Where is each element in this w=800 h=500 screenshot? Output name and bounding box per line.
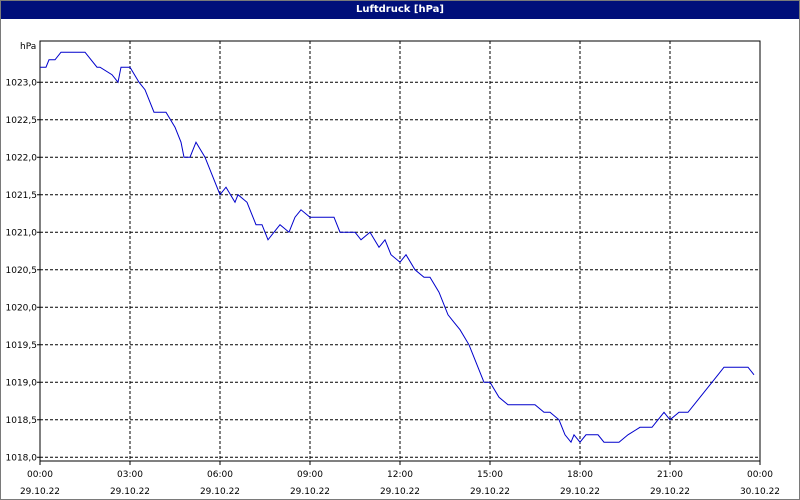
x-tick-time-label: 09:00	[297, 470, 323, 480]
y-tick-label: 1019,0	[6, 378, 38, 388]
x-tick-time-label: 15:00	[477, 470, 503, 480]
x-axis-ticks: 00:00 29.10.22 03:00 29.10.22 06:00 29.10.22 0…	[20, 461, 780, 497]
y-tick-label: 1022,5	[6, 116, 38, 126]
x-tick-date-label: 29.10.22	[110, 487, 150, 497]
x-tick-date-label: 29.10.22	[380, 487, 420, 497]
x-tick-date-label: 29.10.22	[560, 487, 600, 497]
x-tick-time-label: 18:00	[567, 470, 593, 480]
x-tick-date-label: 29.10.22	[200, 487, 240, 497]
y-axis-label: hPa	[20, 42, 36, 52]
y-tick-label: 1021,5	[6, 191, 38, 201]
pressure-series-line	[40, 51, 755, 444]
x-tick-time-label: 00:00	[27, 470, 53, 480]
x-tick-date-label: 29.10.22	[20, 487, 60, 497]
y-axis-ticks: 1018,0 1018,5 1019,0 1019,5 1020,0 1020,5 1021…	[6, 78, 40, 463]
x-tick-date-label: 29.10.22	[470, 487, 510, 497]
window-title: Luftdruck [hPa]	[1, 1, 799, 19]
x-tick-time-label: 00:00	[747, 470, 773, 480]
y-tick-label: 1019,5	[6, 341, 38, 351]
y-tick-label: 1018,5	[6, 416, 38, 426]
y-tick-label: 1023,0	[6, 78, 38, 88]
x-tick-time-label: 03:00	[117, 470, 143, 480]
y-tick-label: 1020,5	[6, 266, 38, 276]
x-tick-time-label: 12:00	[387, 470, 413, 480]
y-tick-label: 1021,0	[6, 228, 38, 238]
y-tick-label: 1018,0	[6, 453, 38, 463]
chart-grid	[40, 41, 760, 461]
x-tick-date-label: 29.10.22	[650, 487, 690, 497]
plot-area-frame	[39, 40, 761, 462]
x-tick-time-label: 21:00	[657, 470, 683, 480]
x-tick-date-label: 29.10.22	[290, 487, 330, 497]
x-tick-date-label: 30.10.22	[740, 487, 780, 497]
x-tick-time-label: 06:00	[207, 470, 233, 480]
y-tick-label: 1022,0	[6, 153, 38, 163]
y-tick-label: 1020,0	[6, 303, 38, 313]
